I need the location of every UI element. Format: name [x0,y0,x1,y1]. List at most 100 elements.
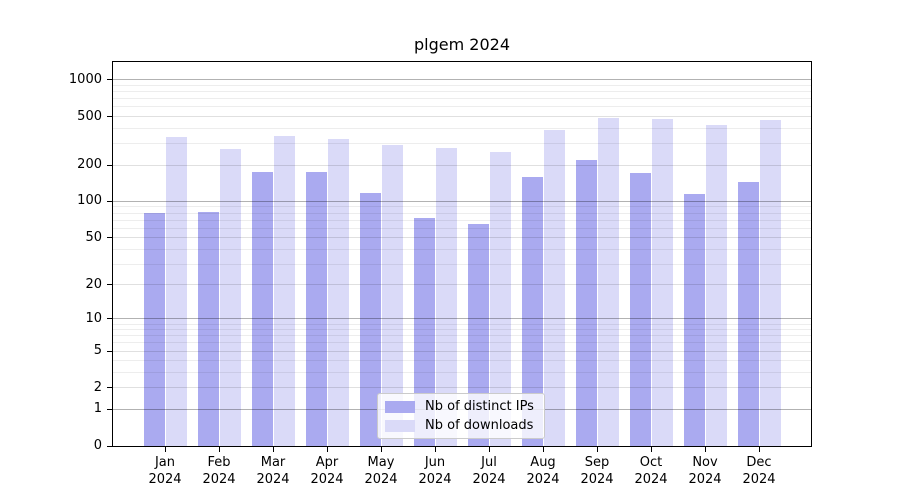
minor-gridline-y-4 [113,360,811,362]
gridline-y-200 [113,164,811,166]
y-tick-mark-20 [107,284,113,286]
legend-label-distinct-ips: Nb of distinct IPs [425,399,534,414]
x-axis-tick-label-oct: Oct 2024 [621,454,681,488]
x-axis-tick-label-nov: Nov 2024 [675,454,735,488]
legend-item-downloads: Nb of downloads [385,416,534,435]
x-tick-mark-jan [164,447,166,452]
y-tick-mark-10 [107,318,113,320]
y-tick-mark-1000 [107,79,113,81]
x-tick-mark-apr [326,447,328,452]
y-tick-mark-5 [107,350,113,352]
y-tick-mark-500 [107,116,113,118]
y-tick-mark-50 [107,237,113,239]
x-label-month-nov: Nov [692,455,718,470]
minor-gridline-y-7 [113,335,811,337]
bar-distinct-ips-aug [521,177,543,446]
x-label-month-oct: Oct [639,455,663,470]
gridline-y-100 [113,200,811,202]
gridline-y-500 [113,116,811,118]
bar-downloads-dec [759,119,781,446]
gridline-y-10 [113,318,811,320]
x-label-month-jan: Jan [154,455,176,470]
bar-distinct-ips-jul [467,224,489,446]
x-label-year-may: 2024 [364,472,398,487]
x-axis-tick-label-sep: Sep 2024 [567,454,627,488]
bar-distinct-ips-oct [629,172,651,446]
x-label-month-jun: Jun [424,455,446,470]
x-label-year-sep: 2024 [580,472,614,487]
x-axis-tick-label-mar: Mar 2024 [243,454,303,488]
x-axis-tick-label-apr: Apr 2024 [297,454,357,488]
x-axis-tick-label-may: May 2024 [351,454,411,488]
bar-downloads-feb [219,149,241,446]
x-axis-tick-label-feb: Feb 2024 [189,454,249,488]
y-axis-tick-label-200: 200 [77,157,102,172]
x-label-month-mar: Mar [260,455,286,470]
minor-gridline-y-600 [113,106,811,108]
x-label-month-jul: Jul [481,455,497,470]
minor-gridline-y-3 [113,372,811,374]
x-axis-tick-label-jun: Jun 2024 [405,454,465,488]
x-tick-mark-feb [218,447,220,452]
bar-distinct-ips-feb [197,211,219,446]
bar-downloads-nov [705,124,727,446]
legend: Nb of distinct IPs Nb of downloads [377,393,545,439]
y-tick-mark-100 [107,200,113,202]
minor-gridline-y-70 [113,219,811,221]
y-tick-mark-1 [107,408,113,410]
x-tick-mark-jun [434,447,436,452]
x-label-month-may: May [367,455,395,470]
gridline-y-50 [113,237,811,239]
gridline-y-1000 [113,79,811,81]
bar-downloads-jun [435,148,457,446]
x-label-month-dec: Dec [746,455,772,470]
y-axis-tick-label-50: 50 [85,229,102,245]
minor-gridline-y-400 [113,127,811,129]
x-label-year-dec: 2024 [742,472,776,487]
bar-downloads-mar [273,136,295,446]
x-tick-mark-jul [488,447,490,452]
x-tick-mark-sep [596,447,598,452]
bar-downloads-oct [651,118,673,446]
y-axis-tick-label-100: 100 [77,193,102,209]
x-label-month-feb: Feb [207,455,231,470]
y-tick-mark-200 [107,164,113,166]
legend-swatch-downloads [385,419,415,432]
bar-downloads-aug [543,129,565,446]
x-tick-mark-may [380,447,382,452]
y-tick-mark-2 [107,387,113,389]
x-tick-mark-nov [704,447,706,452]
bar-distinct-ips-dec [737,182,759,446]
x-axis-tick-label-jan: Jan 2024 [135,454,195,488]
x-label-year-oct: 2024 [634,472,668,487]
x-label-month-aug: Aug [530,455,556,470]
y-axis-tick-label-1: 1 [93,401,102,417]
x-label-year-jul: 2024 [472,472,506,487]
y-axis-tick-label-500: 500 [77,108,102,124]
x-tick-mark-aug [542,447,544,452]
bar-distinct-ips-apr [305,172,327,446]
y-axis-tick-label-0: 0 [93,438,102,453]
x-axis-tick-label-dec: Dec 2024 [729,454,789,488]
legend-swatch-distinct-ips [385,400,415,413]
x-label-year-feb: 2024 [202,472,236,487]
bar-distinct-ips-sep [575,159,597,446]
y-axis-tick-label-20: 20 [85,276,102,292]
minor-gridline-y-900 [113,85,811,87]
x-label-year-jan: 2024 [148,472,182,487]
minor-gridline-y-90 [113,206,811,208]
bar-downloads-jan [165,137,187,446]
legend-label-downloads: Nb of downloads [425,418,534,433]
gridline-y-5 [113,350,811,352]
minor-gridline-y-800 [113,91,811,93]
minor-gridline-y-60 [113,227,811,229]
bar-distinct-ips-mar [251,172,273,446]
gridline-y-20 [113,284,811,286]
y-tick-mark-0 [107,445,113,447]
minor-gridline-y-300 [113,143,811,145]
bar-downloads-sep [597,117,619,446]
bar-distinct-ips-jun [413,217,435,446]
bar-downloads-apr [327,139,349,446]
bar-distinct-ips-jan [143,213,165,446]
x-label-month-apr: Apr [315,455,339,470]
